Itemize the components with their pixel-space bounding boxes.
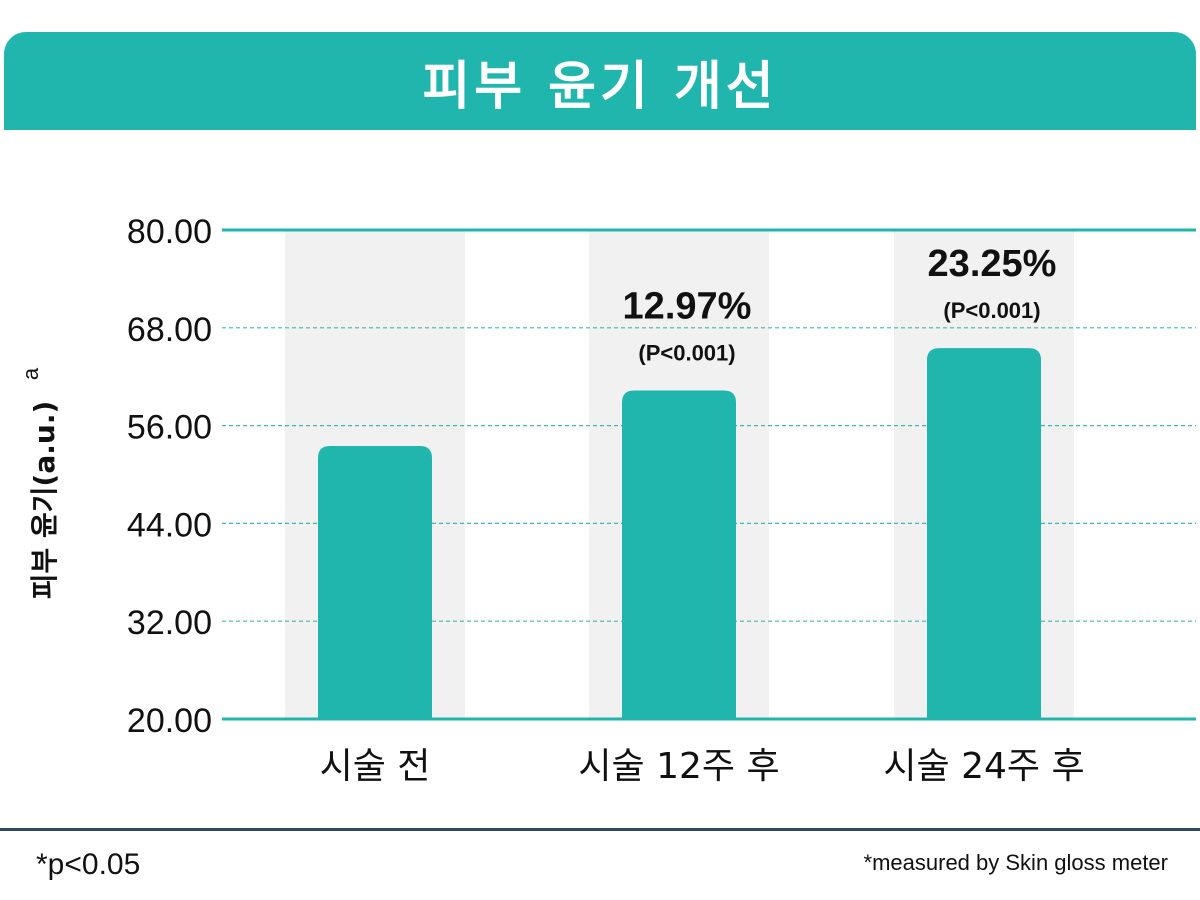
chart-title: 피부 윤기 개선 — [422, 56, 778, 117]
y-tick-label: 56.00 — [127, 409, 212, 447]
y-tick-label: 80.00 — [127, 213, 212, 251]
y-tick-label: 32.00 — [127, 604, 212, 642]
bottom-divider — [0, 828, 1200, 831]
y-axis-label: 피부 윤기(a.u.) — [28, 401, 61, 599]
bar — [927, 348, 1041, 719]
y-tick-label: 44.00 — [127, 506, 212, 544]
x-tick-label: 시술 24주 후 — [883, 746, 1084, 787]
y-axis-label-superscript: a — [18, 367, 43, 380]
p-value-label: (P<0.001) — [638, 341, 735, 366]
x-tick-label: 시술 전 — [320, 746, 431, 787]
x-tick-label: 시술 12주 후 — [578, 746, 779, 787]
title-banner: 피부 윤기 개선 — [4, 32, 1196, 130]
bar — [622, 390, 736, 719]
y-tick-label: 68.00 — [127, 311, 212, 349]
measurement-footnote: *measured by Skin gloss meter — [863, 850, 1168, 875]
y-tick-label: 20.00 — [127, 702, 212, 740]
percent-change-label: 23.25% — [928, 243, 1057, 285]
significance-footnote: *p<0.05 — [36, 848, 141, 881]
percent-change-label: 12.97% — [623, 286, 752, 328]
p-value-label: (P<0.001) — [943, 298, 1040, 323]
bar — [318, 445, 432, 719]
